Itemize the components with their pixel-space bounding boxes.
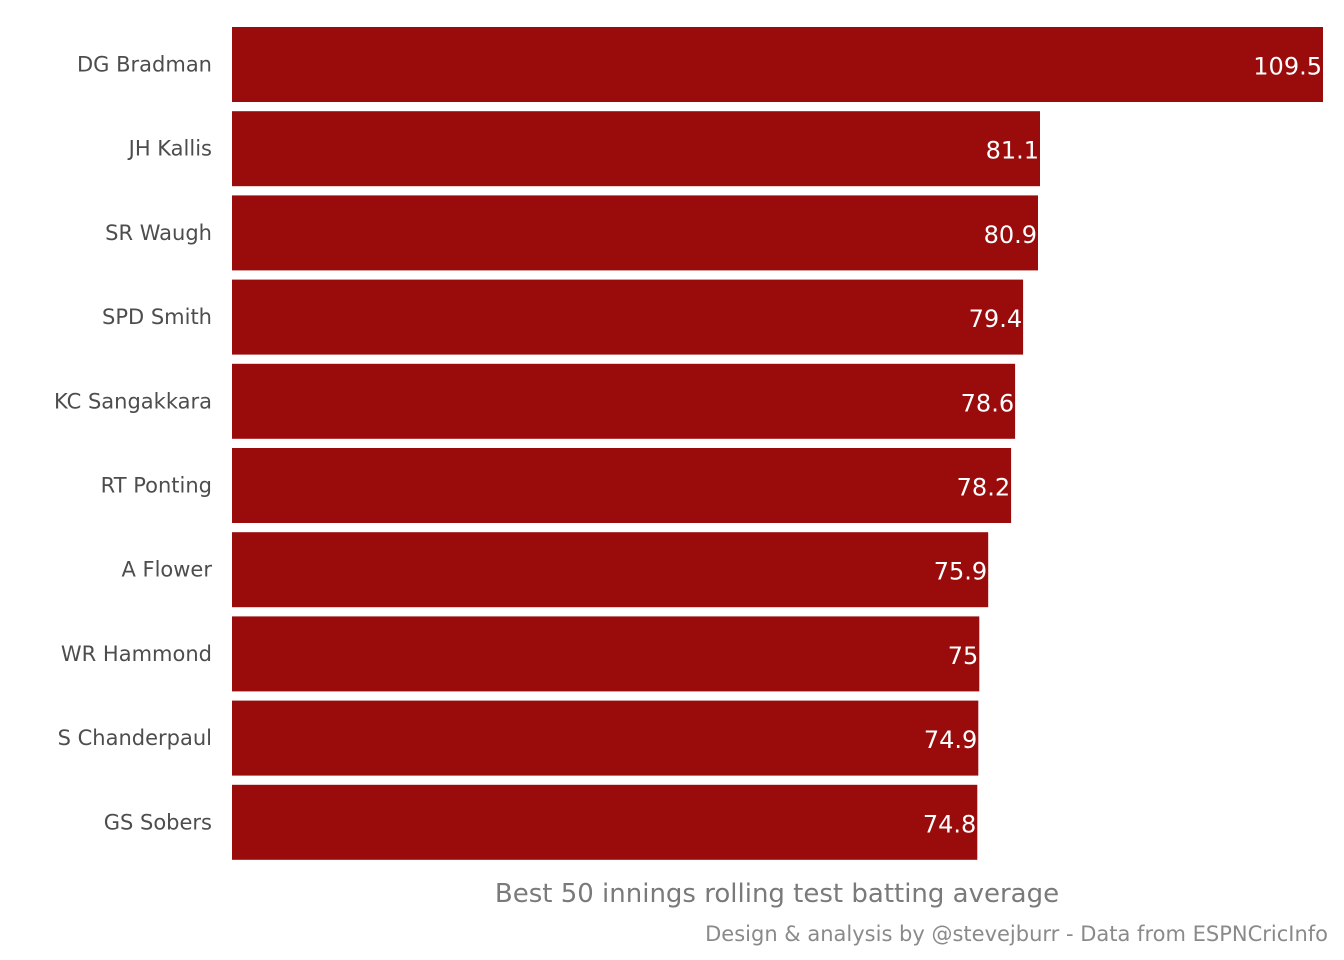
bar-dg-bradman bbox=[232, 27, 1323, 102]
value-label-jh-kallis: 81.1 bbox=[986, 137, 1039, 165]
value-label-s-chanderpaul: 74.9 bbox=[924, 726, 977, 754]
bar-jh-kallis bbox=[232, 111, 1040, 187]
value-label-rt-ponting: 78.2 bbox=[957, 474, 1010, 502]
category-label-wr-hammond: WR Hammond bbox=[61, 642, 212, 666]
bar-a-flower bbox=[232, 532, 989, 608]
category-label-sr-waugh: SR Waugh bbox=[105, 221, 212, 245]
bar-s-chanderpaul bbox=[232, 700, 979, 776]
category-label-a-flower: A Flower bbox=[121, 558, 212, 582]
value-label-a-flower: 75.9 bbox=[934, 558, 987, 586]
category-label-gs-sobers: GS Sobers bbox=[104, 810, 212, 834]
category-label-spd-smith: SPD Smith bbox=[102, 305, 212, 329]
category-labels: DG Bradman JH Kallis SR Waugh SPD Smith KC S… bbox=[54, 53, 212, 835]
bar-sr-waugh bbox=[232, 195, 1038, 271]
bar-spd-smith bbox=[232, 279, 1024, 355]
value-label-sr-waugh: 80.9 bbox=[984, 221, 1037, 249]
bar-kc-sangakkara bbox=[232, 363, 1016, 439]
chart-caption: Design & analysis by @stevejburr - Data … bbox=[705, 922, 1328, 946]
category-label-kc-sangakkara: KC Sangakkara bbox=[54, 389, 212, 413]
bars-layer bbox=[232, 27, 1323, 860]
value-label-dg-bradman: 109.5 bbox=[1253, 53, 1322, 81]
category-label-jh-kallis: JH Kallis bbox=[127, 137, 212, 161]
bar-gs-sobers bbox=[232, 784, 978, 860]
bar-wr-hammond bbox=[232, 616, 980, 692]
category-label-rt-ponting: RT Ponting bbox=[101, 474, 212, 498]
bar-rt-ponting bbox=[232, 448, 1012, 523]
value-label-kc-sangakkara: 78.6 bbox=[961, 389, 1014, 417]
value-labels: 109.5 81.1 80.9 79.4 78.6 78.2 75.9 75 74.9 74.8 bbox=[923, 53, 1322, 839]
category-label-s-chanderpaul: S Chanderpaul bbox=[58, 726, 212, 750]
value-label-wr-hammond: 75 bbox=[948, 642, 979, 670]
x-axis-label: Best 50 innings rolling test batting ave… bbox=[495, 879, 1059, 909]
value-label-gs-sobers: 74.8 bbox=[923, 810, 976, 838]
value-label-spd-smith: 79.4 bbox=[969, 305, 1022, 333]
category-label-dg-bradman: DG Bradman bbox=[77, 53, 212, 77]
